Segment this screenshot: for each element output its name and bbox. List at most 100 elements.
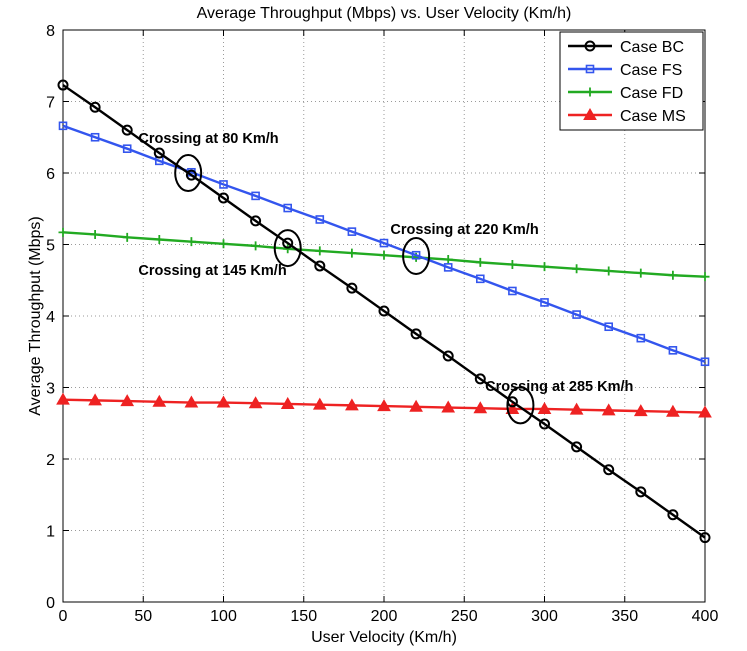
data-point-case-fd xyxy=(283,244,293,254)
data-point-case-ms xyxy=(88,393,102,406)
data-point-case-ms xyxy=(248,396,263,409)
data-point-case-fd xyxy=(251,241,261,251)
axis-ticks: 0 50 100 150 200 250 300 350 400 0 1 2 3 4 5 6 7 8 xyxy=(46,23,718,625)
legend-swatch-marker xyxy=(585,87,595,97)
data-point-case-bc xyxy=(282,237,294,249)
x-tick-label: 150 xyxy=(290,608,317,625)
legend-swatch-marker xyxy=(583,107,597,120)
data-point-case-ms xyxy=(537,401,552,414)
x-tick-label: 400 xyxy=(692,608,719,625)
data-point-case-fs xyxy=(443,263,453,272)
data-point-case-bc xyxy=(185,169,197,181)
legend[interactable]: Case BC Case FS Case FD Case MS xyxy=(559,31,704,131)
annotations: Crossing at 80 Km/h Crossing at 145 Km/h C… xyxy=(138,131,633,425)
data-point-case-fd xyxy=(90,229,100,239)
crossing-label: Crossing at 285 Km/h xyxy=(485,379,633,395)
crossing-ellipse xyxy=(506,386,535,425)
x-tick-label: 300 xyxy=(531,608,558,625)
data-point-case-fd xyxy=(604,266,614,276)
data-point-case-bc xyxy=(442,350,454,362)
data-point-case-fs xyxy=(540,298,549,307)
data-point-case-ms xyxy=(184,395,199,408)
data-point-case-fs xyxy=(604,322,614,332)
data-point-case-bc xyxy=(667,509,679,521)
data-point-case-fs xyxy=(90,132,100,142)
data-point-case-fd xyxy=(154,234,164,244)
data-point-case-ms xyxy=(216,395,231,408)
data-point-case-bc xyxy=(314,260,326,272)
data-point-case-fs xyxy=(58,121,68,131)
data-point-case-fs xyxy=(219,180,228,189)
data-point-case-ms xyxy=(698,405,712,418)
data-point-case-bc xyxy=(121,124,133,136)
data-point-case-fs xyxy=(251,191,260,201)
chart-title: Average Throughput (Mbps) vs. User Veloc… xyxy=(197,5,572,22)
legend-item-case-fd: Case FD xyxy=(568,85,683,102)
x-tick-label: 50 xyxy=(134,608,152,625)
data-point-case-fs xyxy=(379,238,389,248)
crossing-ellipse xyxy=(273,229,302,268)
y-tick-label: 0 xyxy=(46,595,55,612)
series-layer xyxy=(56,79,712,544)
series-case-bc xyxy=(57,79,711,544)
data-point-case-ms xyxy=(120,394,135,407)
data-point-case-ms xyxy=(601,403,616,416)
data-point-case-bc xyxy=(571,441,583,453)
data-point-case-fs xyxy=(347,227,357,236)
legend-label: Case MS xyxy=(620,108,686,125)
x-tick-label: 100 xyxy=(210,608,237,625)
data-point-case-fd xyxy=(219,239,228,249)
data-point-case-fs xyxy=(475,274,485,284)
grid xyxy=(63,30,705,602)
data-point-case-fd xyxy=(186,237,196,247)
data-point-case-bc xyxy=(539,418,550,430)
data-point-case-fs xyxy=(411,250,421,260)
data-point-case-fs xyxy=(572,310,581,319)
legend-label: Case FS xyxy=(620,62,682,79)
data-point-case-ms xyxy=(409,399,423,412)
data-point-case-bc xyxy=(378,305,390,317)
legend-box xyxy=(559,31,704,131)
data-point-case-ms xyxy=(56,392,70,405)
y-tick-label: 7 xyxy=(46,95,55,112)
crossing-label: Crossing at 220 Km/h xyxy=(390,222,538,238)
y-tick-label: 1 xyxy=(46,524,55,541)
data-point-case-bc xyxy=(250,215,262,227)
legend-swatch-marker xyxy=(585,64,595,74)
data-point-case-bc xyxy=(410,328,422,340)
y-tick-label: 3 xyxy=(46,381,55,398)
data-point-case-ms xyxy=(441,400,456,413)
data-point-case-ms xyxy=(473,401,488,414)
crossing-ellipse xyxy=(174,154,203,192)
x-tick-label: 350 xyxy=(611,608,638,625)
data-point-case-fs xyxy=(668,346,678,355)
data-point-case-fs xyxy=(122,144,132,153)
series-line-case-fs xyxy=(62,124,706,363)
data-point-case-ms xyxy=(345,398,359,411)
x-tick-label: 200 xyxy=(371,608,398,625)
data-point-case-ms xyxy=(280,396,295,409)
legend-item-case-ms: Case MS xyxy=(568,107,686,125)
data-point-case-fd xyxy=(668,270,678,280)
x-tick-label: 0 xyxy=(59,608,68,625)
data-point-case-fd xyxy=(636,268,646,278)
data-point-case-fs xyxy=(315,215,325,224)
data-point-case-ms xyxy=(505,401,520,414)
series-case-ms xyxy=(56,392,712,418)
series-case-fs xyxy=(58,121,710,367)
data-point-case-fs xyxy=(508,286,517,296)
data-point-case-bc xyxy=(603,464,615,476)
axes-box xyxy=(62,29,706,603)
data-point-case-bc xyxy=(474,373,486,385)
legend-item-case-fs: Case FS xyxy=(568,62,682,79)
crossing-label: Crossing at 80 Km/h xyxy=(138,131,278,147)
data-point-case-fd xyxy=(122,232,132,242)
y-axis-label: Average Throughput (Mbps) xyxy=(27,216,44,416)
data-point-case-bc xyxy=(218,192,229,204)
data-point-case-fd xyxy=(347,248,357,258)
data-point-case-fd xyxy=(572,264,582,274)
data-point-case-bc xyxy=(153,147,165,159)
data-point-case-fd xyxy=(540,262,549,272)
data-point-case-bc xyxy=(699,532,711,544)
